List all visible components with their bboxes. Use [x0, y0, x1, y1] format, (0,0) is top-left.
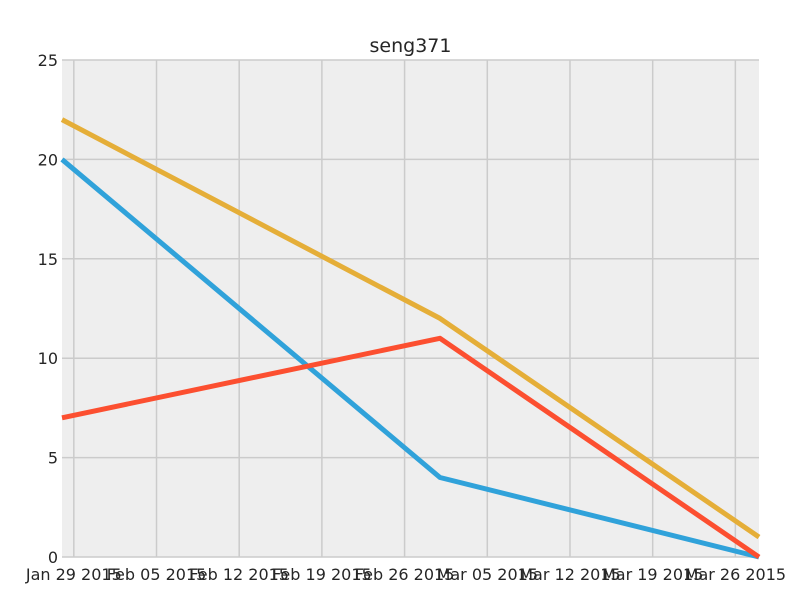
y-tick-label: 5 — [48, 449, 58, 468]
x-tick-label: Mar 12 2015 — [519, 565, 620, 584]
series-line-1 — [60, 157, 760, 560]
y-tick-label: 0 — [48, 548, 58, 567]
y-tick-label: 20 — [38, 150, 58, 169]
x-tick-label: Feb 05 2015 — [107, 565, 207, 584]
y-tick-label: 10 — [38, 349, 58, 368]
plot-area — [62, 60, 759, 557]
series-line-3 — [60, 117, 761, 540]
y-tick-label: 15 — [38, 250, 58, 269]
x-tick-label: Mar 05 2015 — [437, 565, 538, 584]
series-layer — [60, 117, 761, 560]
y-tick-label: 25 — [38, 51, 58, 70]
x-tick-label: Feb 12 2015 — [189, 565, 289, 584]
x-tick-label: Jan 29 2015 — [25, 565, 122, 584]
x-tick-label: Mar 26 2015 — [685, 565, 786, 584]
x-tick-label: Feb 26 2015 — [355, 565, 455, 584]
x-tick-label: Feb 19 2015 — [272, 565, 372, 584]
chart-title: seng371 — [370, 35, 452, 57]
series-line-2 — [61, 335, 761, 560]
x-tick-label: Mar 19 2015 — [602, 565, 703, 584]
y-axis-ticks: 0 5 10 15 20 25 — [38, 51, 58, 567]
